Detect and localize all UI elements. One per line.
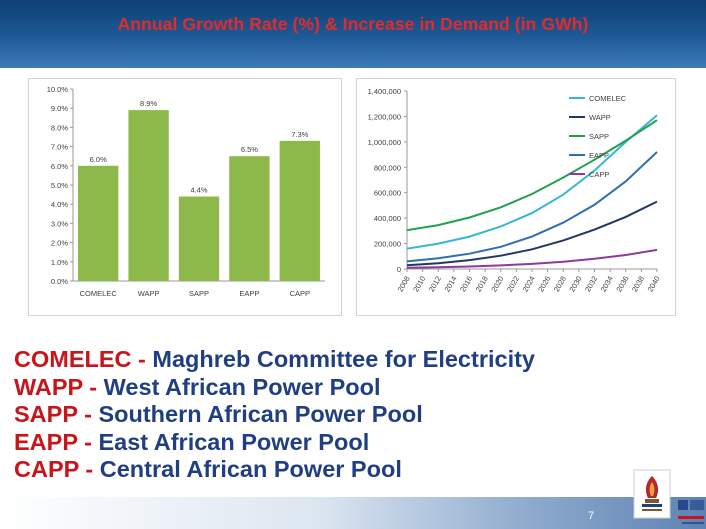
x-tick-label: 2014 bbox=[442, 275, 458, 294]
footer-band bbox=[0, 497, 706, 529]
pool-abbr: WAPP bbox=[14, 373, 83, 400]
x-tick-label: 2020 bbox=[489, 275, 505, 294]
y-tick-label: 7.0% bbox=[51, 143, 68, 152]
x-category-label: CAPP bbox=[290, 289, 310, 298]
pool-name: Central African Power Pool bbox=[99, 456, 402, 482]
brand-mark-icon bbox=[678, 500, 704, 524]
x-tick-label: 2010 bbox=[411, 275, 427, 294]
y-tick-label: 0.0% bbox=[51, 277, 68, 286]
slide-title: Annual Growth Rate (%) & Increase in Dem… bbox=[117, 14, 589, 34]
y-tick-label: 5.0% bbox=[51, 181, 68, 190]
pool-name: Southern African Power Pool bbox=[98, 401, 423, 427]
title-banner bbox=[0, 0, 706, 68]
y-tick-label: 400,000 bbox=[374, 214, 401, 223]
bar bbox=[229, 156, 270, 281]
x-tick-label: 2028 bbox=[552, 275, 568, 294]
x-tick-label: 2040 bbox=[646, 275, 662, 294]
bar bbox=[178, 196, 220, 281]
y-tick-label: 1.0% bbox=[51, 258, 68, 267]
series-line-eapp bbox=[406, 151, 658, 263]
power-pool-list: COMELEC - Maghreb Committee for Electric… bbox=[14, 346, 535, 484]
pool-sep: - bbox=[78, 456, 100, 482]
y-tick-label: 200,000 bbox=[374, 240, 401, 249]
x-tick-label: 2038 bbox=[630, 275, 646, 294]
growth-rate-bar-chart: 0.0% 1.0% 2.0% 3.0% 4.0% 5.0% 6.0% 7.0% 8.0% 9.0%… bbox=[28, 78, 342, 316]
pool-sep: - bbox=[131, 346, 153, 372]
legend-label: WAPP bbox=[589, 113, 611, 122]
pool-name: West African Power Pool bbox=[103, 373, 381, 400]
x-tick-label: 2018 bbox=[474, 275, 490, 294]
list-item-sapp: SAPP - Southern African Power Pool bbox=[14, 401, 535, 429]
bar-data-label: 6.5% bbox=[241, 145, 258, 154]
legend-label: COMELEC bbox=[589, 94, 627, 103]
y-tick-label: 1,400,000 bbox=[368, 87, 401, 96]
series-line-capp bbox=[406, 248, 658, 269]
x-category-label: COMELEC bbox=[80, 289, 118, 298]
university-logo-icon bbox=[633, 469, 671, 519]
x-tick-label: 2012 bbox=[427, 275, 443, 294]
x-tick-label: 2022 bbox=[505, 275, 521, 294]
bar bbox=[279, 140, 320, 281]
pool-sep: - bbox=[77, 401, 99, 427]
x-category-label: EAPP bbox=[239, 289, 259, 298]
list-item-capp: CAPP - Central African Power Pool bbox=[14, 456, 535, 484]
pool-abbr: CAPP bbox=[14, 456, 79, 482]
x-tick-label: 2016 bbox=[458, 275, 474, 294]
y-tick-label: 4.0% bbox=[51, 200, 68, 209]
legend-label: CAPP bbox=[589, 170, 609, 179]
y-tick-label: 600,000 bbox=[374, 189, 401, 198]
y-tick-label: 10.0% bbox=[47, 85, 69, 94]
series-line-sapp bbox=[406, 119, 658, 232]
y-tick-label: 1,000,000 bbox=[368, 138, 401, 147]
bar-data-label: 7.3% bbox=[291, 130, 308, 139]
y-tick-label: 9.0% bbox=[51, 104, 68, 113]
pool-abbr: EAPP bbox=[14, 428, 78, 455]
x-tick-label: 2024 bbox=[521, 275, 537, 294]
x-category-label: WAPP bbox=[138, 289, 160, 298]
y-tick-label: 800,000 bbox=[374, 163, 401, 172]
list-item-eapp: EAPP - East African Power Pool bbox=[14, 429, 535, 457]
y-tick-label: 8.0% bbox=[51, 123, 68, 132]
y-tick-label: 6.0% bbox=[51, 162, 68, 171]
legend-label: EAPP bbox=[589, 151, 609, 160]
legend-label: SAPP bbox=[589, 132, 609, 141]
pool-abbr: SAPP bbox=[14, 401, 78, 427]
bar bbox=[128, 110, 169, 282]
x-category-label: SAPP bbox=[189, 289, 209, 298]
pool-name: East African Power Pool bbox=[98, 428, 370, 455]
x-tick-label: 2008 bbox=[396, 275, 412, 294]
demand-line-chart: 0 200,000 400,000 600,000 800,000 1,000,000 1,… bbox=[356, 78, 676, 316]
bar-data-label: 6.0% bbox=[90, 155, 107, 164]
y-tick-label: 2.0% bbox=[51, 239, 68, 248]
x-tick-label: 2026 bbox=[536, 275, 552, 294]
list-item-comelec: COMELEC - Maghreb Committee for Electric… bbox=[14, 346, 535, 374]
y-tick-label: 3.0% bbox=[51, 219, 68, 228]
bar-data-label: 4.4% bbox=[190, 186, 207, 195]
bar-data-label: 8.9% bbox=[140, 99, 157, 108]
x-tick-label: 2036 bbox=[614, 275, 630, 294]
bar-chart-svg: 0.0% 1.0% 2.0% 3.0% 4.0% 5.0% 6.0% 7.0% 8.0% 9.0%… bbox=[47, 85, 325, 298]
series-line-wapp bbox=[406, 200, 658, 267]
pool-sep: - bbox=[77, 428, 99, 455]
page-number: 7 bbox=[588, 510, 595, 522]
series-line-comelec bbox=[406, 114, 658, 250]
bar bbox=[78, 165, 119, 281]
pool-sep: - bbox=[82, 373, 104, 400]
x-tick-label: 2030 bbox=[567, 275, 583, 294]
x-tick-label: 2032 bbox=[583, 275, 599, 294]
line-chart-svg: 0 200,000 400,000 600,000 800,000 1,000,000 1,… bbox=[368, 87, 662, 294]
pool-name: Maghreb Committee for Electricity bbox=[152, 346, 535, 372]
x-tick-label: 2034 bbox=[599, 275, 615, 294]
list-item-wapp: WAPP - West African Power Pool bbox=[14, 374, 535, 402]
pool-abbr: COMELEC bbox=[14, 346, 132, 372]
y-tick-label: 1,200,000 bbox=[368, 112, 401, 121]
y-tick-label: 0 bbox=[397, 265, 401, 274]
